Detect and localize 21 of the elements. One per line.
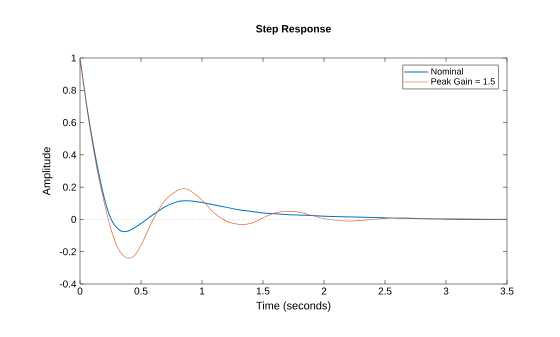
legend-label: Nominal <box>431 68 463 75</box>
y-tick-label: 0 <box>71 216 76 223</box>
y-tick-label: 0.8 <box>63 86 76 94</box>
x-tick-label: 3.5 <box>500 288 514 295</box>
x-tick-label: 0.5 <box>134 288 148 295</box>
y-tick-label: 0.6 <box>63 119 76 126</box>
x-tick-label: 1.5 <box>256 288 270 294</box>
x-tick-label: 2.5 <box>378 288 392 295</box>
y-tick-label: 0.4 <box>63 151 76 158</box>
chart-title: Step Response <box>256 25 331 34</box>
y-tick-label: -0.2 <box>60 248 76 256</box>
x-tick-label: 0 <box>78 288 82 295</box>
y-axis-title: Amplitude <box>42 147 52 196</box>
y-tick-label: 1 <box>72 54 76 62</box>
y-tick-label: -0.4 <box>60 280 76 288</box>
legend-label: Peak Gain = 1.5 <box>431 78 495 85</box>
y-tick-label: 0.2 <box>63 184 76 191</box>
x-tick-label: 3 <box>444 288 448 295</box>
x-tick-label: 2 <box>322 288 326 294</box>
x-tick-label: 1 <box>200 288 204 294</box>
x-axis-title: Time (seconds) <box>256 301 330 312</box>
